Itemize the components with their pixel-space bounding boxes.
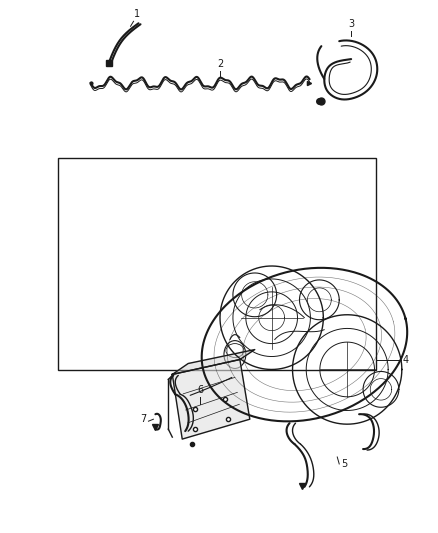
Text: 3: 3	[348, 19, 354, 29]
Polygon shape	[172, 350, 255, 375]
Text: 2: 2	[217, 59, 223, 69]
Ellipse shape	[224, 341, 246, 368]
Text: 7: 7	[140, 414, 146, 424]
Bar	[58, 158, 376, 370]
Text: 5: 5	[341, 459, 347, 469]
Ellipse shape	[226, 344, 244, 358]
Text: 6: 6	[197, 385, 203, 395]
Text: 4: 4	[403, 354, 409, 365]
Text: 1: 1	[134, 9, 140, 19]
Polygon shape	[172, 360, 250, 439]
